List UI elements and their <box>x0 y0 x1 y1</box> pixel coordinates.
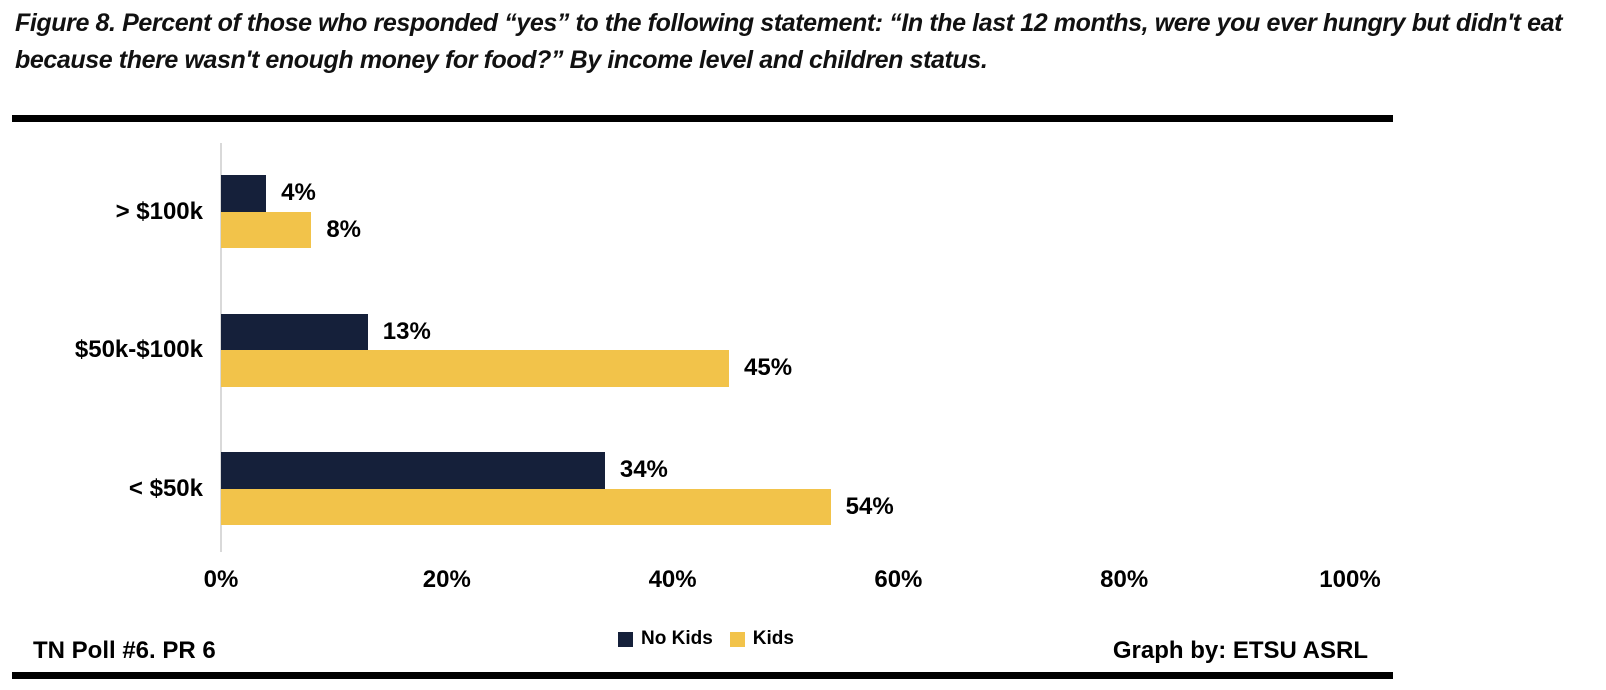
chart-legend: No Kids Kids <box>618 628 794 650</box>
bar-value-label: 34% <box>619 456 668 484</box>
category-label: < $50k <box>128 474 203 502</box>
bar-value-label: 8% <box>326 215 361 243</box>
x-tick-label: 100% <box>1319 566 1381 593</box>
bar-no-kids <box>221 452 605 489</box>
legend-label: Kids <box>752 628 794 649</box>
legend-entry-no-kids: No Kids <box>618 628 713 650</box>
legend-swatch-kids <box>729 631 745 647</box>
footer-source-label: TN Poll #6. PR 6 <box>33 637 216 664</box>
footer-credit-label: Graph by: ETSU ASRL <box>1112 637 1368 664</box>
legend-swatch-no-kids <box>618 631 633 647</box>
bar-value-label: 13% <box>382 317 431 345</box>
legend-entry-kids: Kids <box>729 628 794 650</box>
bar-kids <box>221 350 730 387</box>
category-label: > $100k <box>115 197 203 225</box>
figure-title: Figure 8. Percent of those who responded… <box>15 9 1563 74</box>
x-tick-label: 80% <box>1100 566 1149 593</box>
category-label: $50k-$100k <box>74 336 203 363</box>
bar-kids <box>221 211 312 248</box>
x-tick-label: 0% <box>203 566 239 593</box>
bar-kids <box>221 488 831 525</box>
x-tick-label: 20% <box>422 566 471 593</box>
bar-no-kids <box>221 175 267 212</box>
bar-value-label: 54% <box>845 492 894 520</box>
x-tick-label: 40% <box>648 566 697 593</box>
bottom-rule <box>12 672 1393 679</box>
bar-value-label: 45% <box>744 354 793 382</box>
bar-value-label: 4% <box>281 179 316 207</box>
top-rule <box>12 115 1393 122</box>
legend-label: No Kids <box>641 628 713 649</box>
bar-no-kids <box>221 313 368 350</box>
x-tick-label: 60% <box>874 566 923 593</box>
